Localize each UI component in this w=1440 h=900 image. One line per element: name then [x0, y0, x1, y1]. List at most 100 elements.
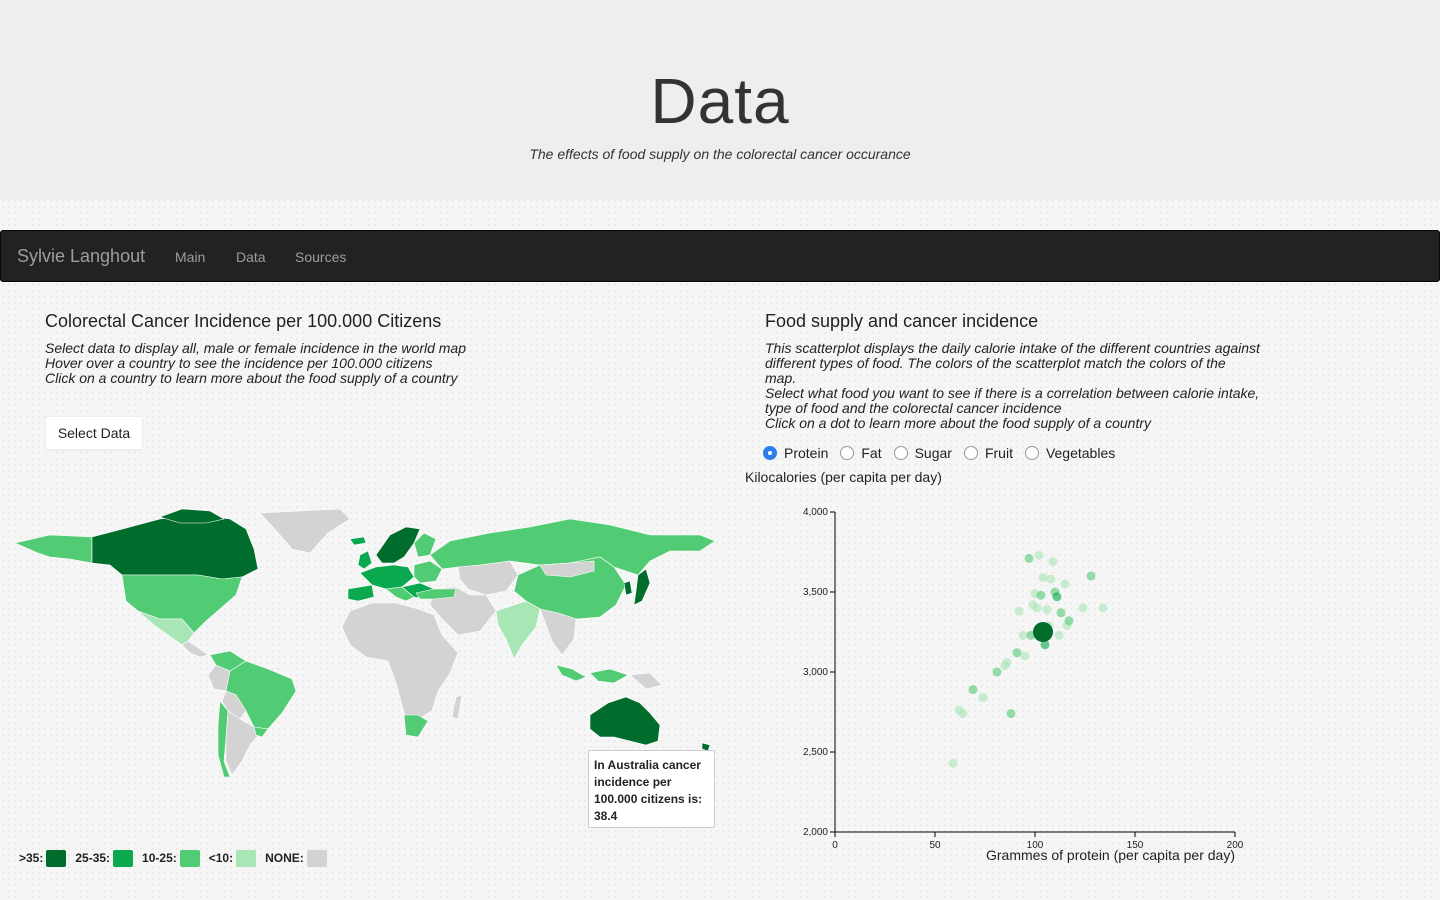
radio-sugar[interactable]: Sugar: [893, 445, 952, 461]
map-country[interactable]: [415, 588, 457, 600]
map-country[interactable]: [429, 586, 497, 636]
scatter-title: Food supply and cancer incidence: [765, 311, 1039, 331]
map-desc-line: Select data to display all, male or fema…: [45, 340, 466, 356]
radio-fat[interactable]: Fat: [840, 445, 882, 461]
map-country[interactable]: [259, 508, 351, 554]
x-tick-label: 200: [1227, 840, 1244, 851]
map-country[interactable]: [555, 664, 587, 682]
scatter-point[interactable]: [1064, 616, 1074, 626]
map-country[interactable]: [341, 602, 459, 728]
map-country[interactable]: [403, 714, 429, 738]
select-data-button[interactable]: Select Data: [45, 416, 143, 450]
radio-protein[interactable]: Protein: [763, 445, 828, 461]
map-country[interactable]: [539, 608, 577, 656]
scatter-point[interactable]: [1034, 550, 1044, 560]
scatter-point[interactable]: [1046, 574, 1056, 584]
scatter-desc-line: Select what food you want to see if ther…: [765, 385, 1260, 401]
scatter-point[interactable]: [1048, 557, 1058, 567]
nav-link-sources[interactable]: Sources: [295, 249, 347, 265]
map-country[interactable]: [457, 560, 519, 596]
map-country[interactable]: [347, 584, 375, 602]
map-country[interactable]: [349, 536, 367, 546]
tooltip-line: In Australia cancer: [594, 758, 701, 772]
legend-swatch: [236, 849, 257, 867]
scatter-point[interactable]: [1024, 553, 1034, 563]
scatter-point[interactable]: [1020, 651, 1030, 661]
radio-fruit[interactable]: Fruit: [963, 445, 1013, 461]
scatter-point[interactable]: [968, 685, 978, 695]
radio-label: Sugar: [914, 445, 952, 461]
map-country[interactable]: [623, 580, 633, 596]
scatter-point[interactable]: [978, 693, 988, 703]
scatter-point[interactable]: [1054, 630, 1064, 640]
map-country[interactable]: [451, 694, 463, 720]
scatter-point[interactable]: [1060, 579, 1070, 589]
nav-link-data[interactable]: Data: [236, 249, 266, 265]
scatter-point[interactable]: [1038, 573, 1048, 583]
scatter-point[interactable]: [1056, 608, 1066, 618]
radio-button[interactable]: [840, 446, 855, 460]
scatter-point[interactable]: [1014, 606, 1024, 616]
legend-label: 25-35:: [75, 851, 111, 865]
radio-label: Fat: [861, 445, 882, 461]
scatter-point[interactable]: [1042, 605, 1052, 615]
map-country[interactable]: [375, 526, 421, 564]
map-country[interactable]: [91, 514, 259, 580]
scatter-point[interactable]: [1040, 640, 1050, 650]
map-country[interactable]: [589, 668, 629, 684]
radio-vegetables[interactable]: Vegetables: [1024, 445, 1116, 461]
map-desc-line: Click on a country to learn more about t…: [45, 370, 458, 386]
map-country-australia[interactable]: [589, 696, 661, 746]
map-country[interactable]: [413, 560, 443, 584]
map-country[interactable]: [181, 640, 209, 658]
x-axis-label: Grammes of protein (per capita per day): [986, 847, 1235, 863]
map-country[interactable]: [495, 600, 541, 660]
radio-button[interactable]: [763, 446, 777, 460]
legend-swatch: [306, 849, 327, 867]
y-tick-label: 4,000: [803, 507, 828, 518]
radio-button[interactable]: [1024, 446, 1039, 460]
legend-swatch: [46, 849, 67, 867]
scatter-point[interactable]: [1012, 648, 1022, 658]
scatter-desc-line: type of food and the colorectal cancer i…: [765, 400, 1062, 416]
scatter-point[interactable]: [1052, 592, 1062, 602]
radio-label: Fruit: [984, 445, 1013, 461]
scatter-point[interactable]: [1032, 603, 1042, 613]
legend-label: 10-25:: [142, 851, 177, 865]
map-country[interactable]: [633, 568, 651, 606]
scatter-point[interactable]: [1018, 630, 1028, 640]
map-country[interactable]: [385, 586, 415, 602]
scatter-point[interactable]: [1002, 657, 1012, 667]
food-type-radio-group: Protein Fat Sugar Fruit Vegetables: [763, 443, 1127, 463]
map-country[interactable]: [207, 664, 231, 692]
x-tick-label: 100: [1027, 840, 1044, 851]
scatter-point[interactable]: [958, 709, 968, 719]
scatter-point[interactable]: [992, 667, 1002, 677]
navbar-brand[interactable]: Sylvie Langhout: [17, 246, 146, 266]
map-country[interactable]: [253, 726, 269, 738]
x-tick-label: 50: [929, 840, 941, 851]
scatter-desc-line: map.: [765, 370, 797, 386]
scatter-desc-line: Click on a dot to learn more about the f…: [765, 415, 1152, 431]
nav-link-main[interactable]: Main: [175, 249, 206, 265]
scatter-point[interactable]: [1078, 603, 1088, 613]
map-tooltip: In Australia cancer incidence per 100.00…: [588, 750, 715, 828]
scatter-point-highlighted[interactable]: [1033, 622, 1053, 642]
map-country[interactable]: [413, 532, 437, 558]
radio-button[interactable]: [893, 446, 908, 460]
map-country[interactable]: [629, 672, 663, 690]
map-country[interactable]: [539, 560, 595, 578]
scatter-point[interactable]: [1006, 709, 1016, 719]
map-country[interactable]: [225, 710, 263, 776]
scatter-point[interactable]: [1036, 590, 1046, 600]
y-tick-label: 2,500: [803, 747, 828, 758]
scatter-point[interactable]: [1086, 571, 1096, 581]
x-tick-label: 0: [832, 840, 838, 851]
map-country[interactable]: [14, 534, 93, 564]
scatter-point[interactable]: [1098, 603, 1108, 613]
radio-button[interactable]: [963, 446, 978, 460]
map-country[interactable]: [357, 550, 373, 570]
radio-label: Vegetables: [1045, 445, 1116, 461]
map-country[interactable]: [159, 508, 225, 524]
scatter-point[interactable]: [948, 758, 958, 768]
